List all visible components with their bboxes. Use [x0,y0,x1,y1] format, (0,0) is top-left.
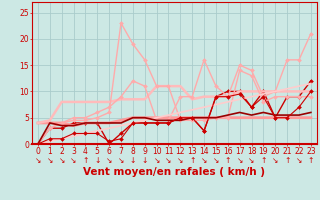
X-axis label: Vent moyen/en rafales ( km/h ): Vent moyen/en rafales ( km/h ) [84,167,265,177]
